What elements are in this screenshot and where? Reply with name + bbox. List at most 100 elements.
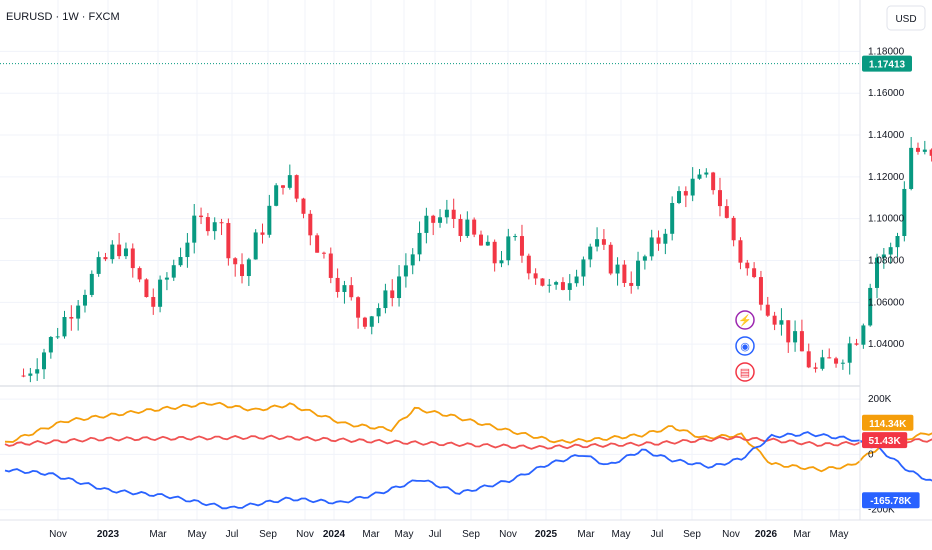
lightning-event-icon[interactable]: ⚡ <box>735 310 755 330</box>
candle-up <box>96 257 101 274</box>
us-flag-event-icon[interactable]: ▤ <box>735 362 755 382</box>
candle-down <box>915 147 920 152</box>
candle-up <box>397 276 402 299</box>
candle-up <box>588 246 593 260</box>
candle-up <box>499 260 504 264</box>
candle-down <box>219 222 224 224</box>
candle-up <box>636 260 641 286</box>
time-tick-label: 2026 <box>755 529 778 540</box>
candle-up <box>89 273 94 295</box>
time-tick-label: Mar <box>149 529 167 540</box>
candle-down <box>683 191 688 196</box>
candle-down <box>356 297 361 318</box>
candle-down <box>601 239 606 245</box>
candle-up <box>847 343 852 363</box>
indicator-value-tag[interactable] <box>862 492 920 509</box>
candle-up <box>369 316 374 327</box>
globe-event-icon[interactable]: ◉ <box>735 336 755 356</box>
grid-lines <box>0 0 860 520</box>
candle-up <box>820 357 825 369</box>
last-price-tag[interactable] <box>862 55 912 72</box>
candle-up <box>704 172 709 175</box>
candle-down <box>458 218 463 236</box>
candle-up <box>793 331 798 343</box>
time-tick-label: May <box>188 529 207 540</box>
candle-up <box>28 373 33 376</box>
candle-down <box>526 255 531 274</box>
candle-up <box>615 264 620 274</box>
time-tick-label: 2024 <box>323 529 346 540</box>
currency-button-label: USD <box>895 14 916 25</box>
currency-button[interactable] <box>886 5 926 31</box>
time-tick-label: May <box>395 529 414 540</box>
time-tick-label: 2023 <box>97 529 120 540</box>
candle-up <box>212 222 217 232</box>
candle-down <box>349 285 354 298</box>
candle-up <box>506 236 511 261</box>
indicator-tick-label: -200K <box>868 505 895 516</box>
candle-up <box>670 202 675 234</box>
candle-down <box>806 351 811 368</box>
cot-blue-line[interactable] <box>4 431 932 510</box>
price-axis[interactable]: 1.18000 1.16000 1.14000 1.12000 1.10000 1.080… <box>862 46 912 350</box>
time-tick-label: Jul <box>226 529 239 540</box>
candle-up <box>342 285 347 292</box>
candle-up <box>82 294 87 306</box>
candle-down <box>622 264 627 283</box>
candle-up <box>192 215 197 243</box>
candle-up <box>677 191 682 203</box>
candle-down <box>117 244 122 257</box>
candle-up <box>253 232 258 260</box>
candle-down <box>854 343 859 345</box>
candle-up <box>383 290 388 309</box>
candle-down <box>629 282 634 286</box>
candle-down <box>315 235 320 253</box>
candle-up <box>465 219 470 236</box>
time-tick-label: Sep <box>259 529 277 540</box>
time-tick-label: May <box>830 529 849 540</box>
indicator-axis[interactable]: 200K 0 -200K 114.34K 51.43K -165.78K <box>862 394 920 516</box>
candle-up <box>62 317 67 337</box>
time-tick-label: 2025 <box>535 529 558 540</box>
candle-up <box>35 369 40 374</box>
candle-down <box>321 252 326 254</box>
candle-up <box>909 147 914 189</box>
price-candles[interactable] <box>21 51 932 383</box>
candle-down <box>786 320 791 343</box>
candle-up <box>55 336 60 338</box>
price-tick-label: 1.18000 <box>868 46 905 57</box>
candle-down <box>738 240 743 263</box>
time-tick-label: Jul <box>429 529 442 540</box>
candle-up <box>895 235 900 248</box>
indicator-value-tag[interactable] <box>862 432 908 449</box>
candle-up <box>376 308 381 317</box>
candle-down <box>834 358 839 364</box>
candle-up <box>547 284 552 286</box>
event-markers[interactable]: ⚡ ◉ ▤ <box>735 310 755 382</box>
candle-up <box>697 174 702 179</box>
time-axis[interactable]: Nov 2023 Mar May Jul Sep Nov 2024 Mar May Jul Sep No… <box>49 529 848 540</box>
indicator-value-tag[interactable] <box>862 414 914 431</box>
candle-down <box>479 234 483 246</box>
time-tick-label: Nov <box>49 529 67 540</box>
candle-down <box>144 279 149 298</box>
candle-down <box>540 278 545 286</box>
candle-down <box>294 175 299 199</box>
candle-down <box>492 241 497 264</box>
candle-down <box>280 185 285 188</box>
candle-down <box>199 215 204 218</box>
price-tick-label: 1.06000 <box>868 297 905 308</box>
candle-down <box>103 257 108 260</box>
candle-down <box>130 248 135 269</box>
candle-down <box>308 213 313 236</box>
candle-up <box>274 185 279 206</box>
last-price-tag-label: 1.17413 <box>869 60 906 71</box>
candle-up <box>595 239 600 247</box>
candle-down <box>813 367 818 369</box>
candle-up <box>581 259 586 277</box>
candle-up <box>267 205 272 235</box>
candle-up <box>444 209 449 218</box>
candle-up <box>123 248 128 257</box>
candle-up <box>403 265 408 277</box>
